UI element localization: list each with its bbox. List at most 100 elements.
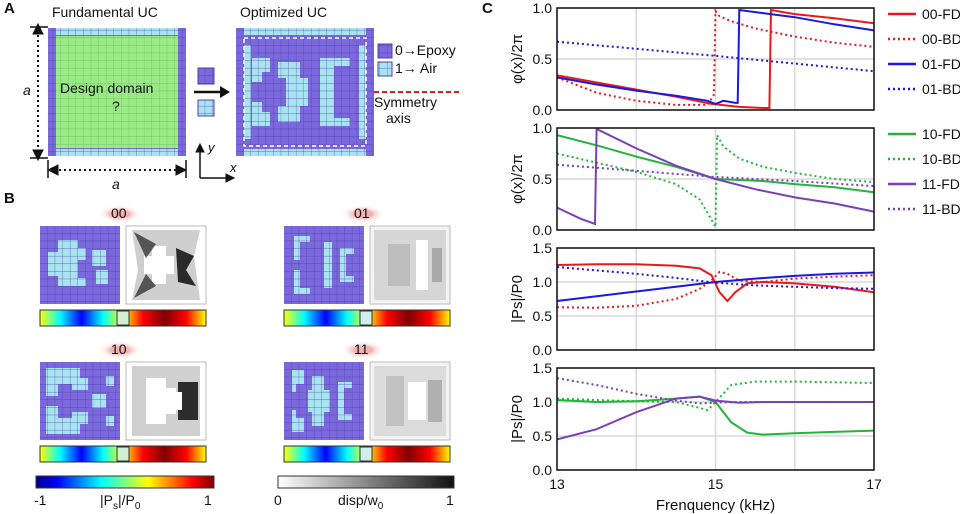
series-01-fd: [556, 271, 875, 302]
series-00-bd: [556, 8, 875, 106]
series-11-fd: [556, 127, 875, 226]
legend-label-11-bd: 11-BD: [922, 201, 960, 217]
cell-01-deformation: [369, 225, 451, 305]
chart2-ytick: 0.5: [533, 308, 553, 324]
legend-label-00-bd: 00-BD: [922, 31, 960, 47]
legend-label-10-fd: 10-FD: [922, 126, 960, 142]
chart1-ytick: 1.0: [533, 120, 553, 136]
legend-label-11-fd: 11-FD: [922, 176, 960, 192]
cell-00-deformation: [125, 225, 207, 305]
displacement-colorbar: [277, 475, 455, 489]
series-01-fd: [556, 8, 875, 105]
glow-00: [98, 205, 142, 223]
series-10-bd: [556, 380, 875, 412]
chart0-ytick: 0.5: [533, 51, 553, 67]
cell-00-strip-inset: [116, 310, 130, 326]
cell-11-deformation: [369, 361, 451, 441]
fundamental-uc-cell: [48, 28, 186, 156]
series-10-fd: [556, 134, 875, 194]
cell-10-unit: [40, 362, 120, 440]
chart2-frame: [556, 247, 875, 351]
xy-axes-icon: [195, 142, 236, 183]
series-11-bd: [556, 377, 874, 405]
axis-y-label: y: [208, 140, 215, 155]
dimension-a-horizontal-label: a: [112, 176, 120, 192]
series-00-fd: [556, 8, 875, 109]
cell-11-unit: [284, 362, 364, 440]
series-00-fd: [556, 263, 875, 303]
cell-11-strip-inset: [359, 446, 373, 462]
series-01-bd: [556, 266, 875, 290]
chart1-frame: [556, 127, 875, 231]
dimension-a-vertical-label: a: [23, 82, 31, 98]
legend-label-10-bd: 10-BD: [922, 151, 960, 167]
legend-label-01-fd: 01-FD: [922, 56, 960, 72]
glow-10: [98, 341, 142, 359]
chart2-ytick: 1.5: [533, 240, 553, 256]
chart2-ylabel: |Ps|/P0: [509, 275, 526, 323]
symmetry-label-line2: axis: [386, 110, 411, 126]
panel-a-graphics: [30, 22, 460, 183]
panel-c-label: C: [482, 0, 493, 17]
symmetry-label-line1: Symmetry: [374, 94, 437, 110]
glow-01: [341, 205, 385, 223]
pressure-colorbar-max: 1: [204, 492, 212, 508]
chart0-ylabel: φ(x)/2π: [509, 34, 526, 84]
panel-b-graphics: [35, 205, 455, 489]
air-legend-swatch: [377, 61, 393, 77]
cell-00-code: 00: [111, 205, 127, 221]
cell-10-strip-inset: [116, 446, 130, 462]
design-domain-text: Design domain: [60, 80, 154, 96]
chart3-frame: [556, 367, 875, 471]
pressure-colorbar: [35, 475, 215, 489]
design-domain-question: ?: [112, 98, 120, 114]
epoxy-legend-swatch: [377, 43, 393, 59]
chart2-ytick: 1.0: [533, 274, 553, 290]
disp-colorbar-min: 0: [274, 492, 282, 508]
chart1-ytick: 0.0: [533, 222, 553, 238]
chart3-xtick: 17: [866, 476, 882, 492]
chart1-ytick: 0.5: [533, 171, 553, 187]
chart3-ytick: 1.5: [533, 360, 553, 376]
cell-11-code: 11: [354, 341, 369, 357]
axis-x-label: x: [230, 160, 237, 175]
series-10-fd: [556, 395, 875, 436]
chart0-ytick: 1.0: [533, 0, 553, 16]
panel-b-label: B: [4, 190, 15, 207]
series-11-fd: [556, 395, 874, 441]
cell-10-code: 10: [111, 341, 127, 357]
chart3-ytick: 0.0: [533, 462, 553, 478]
legend-label-00-fd: 00-FD: [922, 6, 960, 22]
chart3-ylabel: |Ps|/P0: [509, 395, 526, 443]
chart0-ytick: 0.0: [533, 102, 553, 118]
series-00-bd: [556, 270, 875, 309]
air-legend-label: 1→ Air: [395, 60, 438, 76]
glow-11: [341, 341, 385, 359]
chart3-ytick: 1.0: [533, 394, 553, 410]
legend-label-01-bd: 01-BD: [922, 81, 960, 97]
cell-01-code: 01: [354, 205, 370, 221]
panel-c-charts: 0.0 0.5 1.0 φ(x)/2π 00-FD 00-BD 01-FD 01-BD 0.0 0…: [509, 0, 960, 514]
chart1-ylabel: φ(x)/2π: [509, 154, 526, 204]
series-01-bd: [556, 40, 875, 73]
pressure-colorbar-label: |Ps|/P0: [100, 492, 141, 512]
epoxy-legend-label: 0→Epoxy: [395, 42, 456, 58]
cell-10-deformation: [125, 361, 207, 441]
optimized-uc-cell: [236, 28, 374, 156]
cell-01-unit: [284, 226, 364, 304]
disp-colorbar-max: 1: [446, 492, 454, 508]
chart3-ytick: 0.5: [533, 428, 553, 444]
chart3-xlabel: Frenquency (kHz): [656, 497, 775, 514]
cell-00-unit: [40, 226, 120, 304]
arrow-icon: [194, 67, 230, 117]
optimized-uc-title: Optimized UC: [240, 4, 328, 20]
fundamental-uc-title: Fundamental UC: [52, 4, 158, 20]
pressure-colorbar-min: -1: [34, 492, 47, 508]
panel-a-label: A: [4, 0, 15, 17]
chart0-frame: [556, 7, 875, 111]
chart2-ytick: 0.0: [533, 342, 553, 358]
cell-01-strip-inset: [359, 310, 373, 326]
chart3-xtick: 15: [708, 476, 724, 492]
dimension-a-horizontal: [46, 160, 188, 178]
chart3-xtick: 13: [549, 476, 565, 492]
